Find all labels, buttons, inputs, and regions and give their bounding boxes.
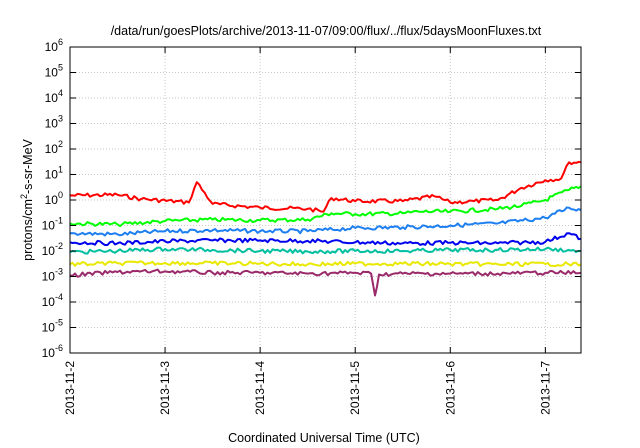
y-tick-exponent: 2 xyxy=(58,139,63,149)
series-line-5 xyxy=(69,246,582,255)
y-tick-label: 101 xyxy=(45,165,63,182)
y-tick-base: 10 xyxy=(45,91,59,105)
series-line-7 xyxy=(69,268,582,297)
y-tick-exponent: -6 xyxy=(55,343,63,353)
y-tick-base: 10 xyxy=(42,219,56,233)
y-tick-exponent: 3 xyxy=(58,114,63,124)
y-tick-label: 102 xyxy=(45,139,63,156)
y-tick-exponent: 6 xyxy=(58,37,63,47)
y-tick-label: 10-5 xyxy=(42,318,63,335)
series-line-6 xyxy=(69,260,582,268)
y-tick-base: 10 xyxy=(42,321,56,335)
series-group xyxy=(69,160,582,297)
axes: 10-610-510-410-310-210-11001011021031041… xyxy=(42,37,582,415)
y-tick-base: 10 xyxy=(42,244,56,258)
y-tick-label: 100 xyxy=(45,190,63,207)
y-tick-base: 10 xyxy=(45,168,59,182)
y-tick-base: 10 xyxy=(45,117,59,131)
y-tick-label: 10-4 xyxy=(42,292,63,309)
series-line-4 xyxy=(69,232,582,246)
y-tick-base: 10 xyxy=(45,40,59,54)
y-tick-label: 104 xyxy=(45,88,63,105)
y-tick-exponent: -1 xyxy=(55,216,63,226)
y-tick-base: 10 xyxy=(42,346,56,360)
y-tick-exponent: 5 xyxy=(58,63,63,73)
x-tick-label: 2013-11-5 xyxy=(348,361,362,415)
plot-frame xyxy=(69,46,582,354)
x-tick-label: 2013-11-4 xyxy=(253,361,267,415)
y-tick-base: 10 xyxy=(45,66,59,80)
x-tick-label: 2013-11-6 xyxy=(443,361,457,415)
y-tick-base: 10 xyxy=(42,270,56,284)
series-line-3 xyxy=(69,206,582,237)
y-tick-label: 10-6 xyxy=(42,343,63,360)
y-axis-title-prefix: protons/cm xyxy=(21,199,35,261)
series-line-1 xyxy=(69,160,582,213)
y-tick-base: 10 xyxy=(45,142,59,156)
x-axis-title: Coordinated Universal Time (UTC) xyxy=(228,431,420,445)
x-tick-label: 2013-11-3 xyxy=(158,361,172,415)
y-tick-exponent: -3 xyxy=(55,267,63,277)
y-tick-label: 105 xyxy=(45,63,63,80)
y-tick-label: 10-2 xyxy=(42,241,63,258)
y-tick-exponent: -5 xyxy=(55,318,63,328)
y-axis-title: protons/cm2-s-sr-MeV xyxy=(19,138,35,260)
y-tick-exponent: 1 xyxy=(58,165,63,175)
y-tick-exponent: -4 xyxy=(55,292,63,302)
y-tick-base: 10 xyxy=(45,193,59,207)
y-axis-title-sup: 2 xyxy=(19,194,29,199)
chart-title: /data/run/goesPlots/archive/2013-11-07/0… xyxy=(111,24,542,38)
y-tick-label: 103 xyxy=(45,114,63,131)
x-tick-label: 2013-11-7 xyxy=(538,361,552,415)
grid-lines xyxy=(70,47,581,353)
y-tick-label: 10-1 xyxy=(42,216,63,233)
y-tick-label: 10-3 xyxy=(42,267,63,284)
y-tick-exponent: 4 xyxy=(58,88,63,98)
y-tick-base: 10 xyxy=(42,295,56,309)
y-axis-title-suffix: -s-sr-MeV xyxy=(21,138,35,194)
y-tick-exponent: 0 xyxy=(58,190,63,200)
y-tick-exponent: -2 xyxy=(55,241,63,251)
series-line-2 xyxy=(69,185,582,228)
x-tick-label: 2013-11-2 xyxy=(63,361,77,415)
y-tick-label: 106 xyxy=(45,37,63,54)
